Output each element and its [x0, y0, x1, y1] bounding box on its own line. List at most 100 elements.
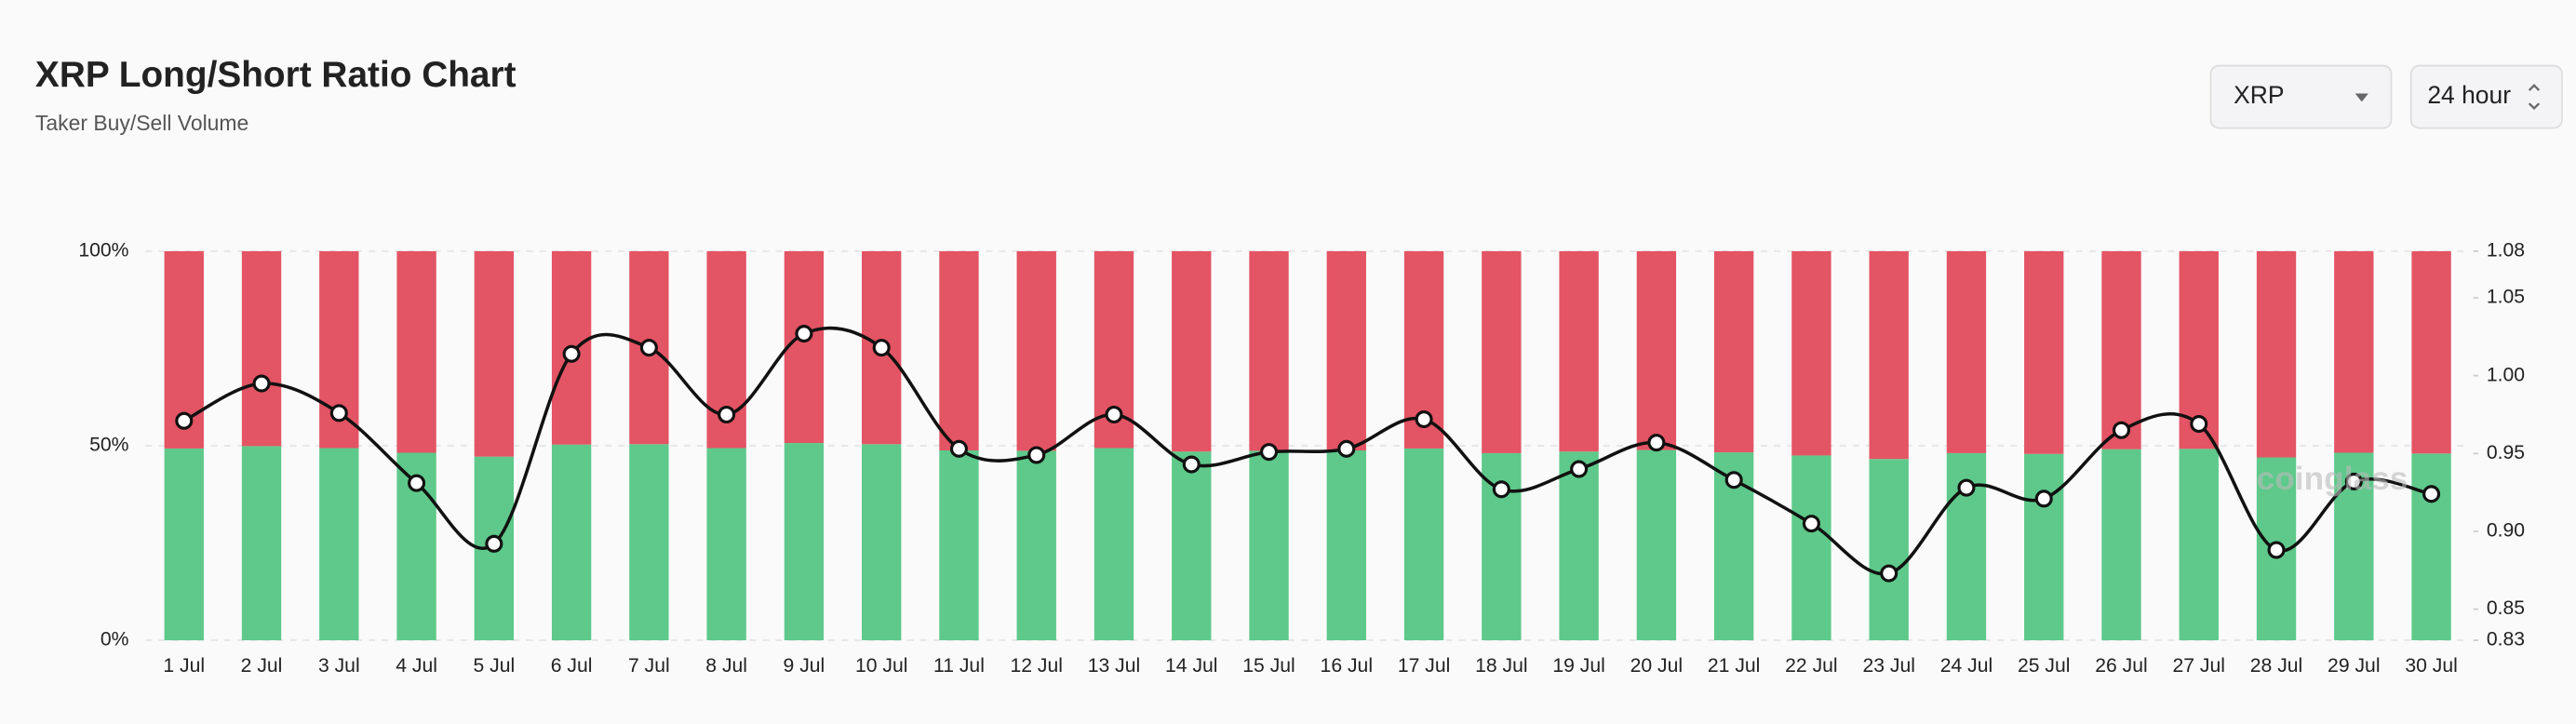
y2-tick-label: 1.08	[2487, 240, 2525, 261]
ratio-point	[485, 534, 503, 553]
bar-segment	[396, 250, 436, 453]
bar-segment	[1326, 449, 1366, 641]
x-tick-label: 26 Jul	[2095, 655, 2147, 677]
bar-segment	[1326, 250, 1366, 450]
bar-segment	[2101, 449, 2141, 641]
bar-segment	[474, 250, 515, 457]
x-tick-label: 21 Jul	[1708, 655, 1760, 677]
ratio-point	[1337, 439, 1356, 458]
select-label[interactable]: XRP	[2234, 81, 2284, 109]
bar-segment	[551, 444, 592, 641]
x-tick-label: 7 Jul	[628, 655, 670, 677]
bar-segment	[1016, 250, 1056, 451]
select-box[interactable]	[2409, 64, 2563, 129]
x-tick-label: 27 Jul	[2173, 655, 2225, 677]
y2-tick-label: 0.83	[2487, 629, 2525, 650]
bar-segment	[1869, 250, 1909, 460]
ratio-point	[2422, 485, 2441, 503]
x-tick-label: 23 Jul	[1862, 655, 1914, 677]
bar-segment	[939, 449, 979, 641]
bar-segment	[784, 250, 825, 444]
bar-segment	[319, 448, 359, 641]
ratio-point	[2190, 415, 2208, 434]
ratio-point	[1724, 471, 1743, 489]
select-label[interactable]: 24 hour	[2427, 81, 2511, 109]
y-tick-label: 50%	[89, 435, 129, 456]
interval-select[interactable]: 24 hour	[2409, 64, 2563, 129]
bar-segment	[1172, 451, 1212, 641]
bar-segment	[706, 448, 746, 641]
ratio-point	[562, 344, 581, 363]
x-tick-label: 16 Jul	[1321, 655, 1373, 677]
bar-segment	[629, 444, 669, 641]
x-tick-label: 9 Jul	[784, 655, 825, 677]
bar-segment	[1482, 250, 1522, 453]
bar-segment	[1559, 250, 1599, 452]
bar-segment	[164, 448, 204, 641]
ratio-point	[252, 374, 271, 393]
grid	[145, 250, 2471, 641]
ratio-point	[1105, 405, 1123, 424]
ratio-point	[1182, 455, 1201, 474]
ratio-point	[949, 439, 968, 458]
x-tick-label: 14 Jul	[1165, 655, 1217, 677]
chart-subtitle: Taker Buy/Sell Volume	[35, 111, 248, 135]
y2-tick-label: 0.85	[2487, 597, 2525, 619]
y2-tick-label: 0.90	[2487, 520, 2525, 542]
x-tick-label: 10 Jul	[855, 655, 907, 677]
y-tick-label: 0%	[101, 629, 129, 650]
x-tick-label: 13 Jul	[1088, 655, 1140, 677]
x-tick-label: 18 Jul	[1475, 655, 1527, 677]
ratio-point	[718, 405, 736, 424]
bar-segment	[1946, 250, 1987, 453]
bar-segment	[1791, 455, 1831, 641]
ratio-point	[639, 339, 658, 357]
ratio-point	[408, 474, 426, 492]
bar-segment	[1093, 448, 1134, 641]
x-tick-label: 12 Jul	[1010, 655, 1062, 677]
x-tick-label: 8 Jul	[705, 655, 747, 677]
bar-segment	[1869, 459, 1909, 641]
x-tick-label: 4 Jul	[396, 655, 437, 677]
bar-segment	[1791, 250, 1831, 456]
caret	[2355, 93, 2368, 102]
bar-segment	[1172, 250, 1212, 452]
y-tick-label: 100%	[78, 240, 128, 261]
x-tick-label: 19 Jul	[1552, 655, 1604, 677]
x-tick-label: 24 Jul	[1940, 655, 1992, 677]
ratio-point	[2112, 421, 2131, 439]
bar-segment	[939, 250, 979, 450]
select-box[interactable]	[2209, 64, 2393, 129]
x-tick-label: 20 Jul	[1630, 655, 1683, 677]
x-tick-label: 30 Jul	[2405, 655, 2457, 677]
ratio-point	[1415, 410, 1433, 429]
x-tick-label: 29 Jul	[2328, 655, 2380, 677]
x-tick-label: 5 Jul	[473, 655, 515, 677]
bar-segment	[1249, 250, 1289, 451]
bar-segment	[2179, 449, 2219, 641]
chevrons	[2528, 84, 2541, 111]
x-tick-label: 11 Jul	[933, 655, 985, 677]
bar-segment	[1559, 451, 1599, 641]
x-tick-label: 3 Jul	[318, 655, 360, 677]
ratio-point	[1880, 564, 1898, 583]
ratio-point	[1027, 446, 1046, 464]
ratio-point	[795, 325, 813, 343]
x-tick-label: 2 Jul	[241, 655, 283, 677]
ratio-point	[2344, 472, 2363, 490]
ratio-point	[1647, 434, 1666, 452]
bar-segment	[862, 444, 902, 641]
y2-tick-label: 1.00	[2487, 364, 2525, 385]
bar-segment	[1249, 450, 1289, 641]
bar-segment	[1636, 449, 1677, 641]
ratio-point	[2267, 541, 2286, 559]
y2-tick-label: 1.05	[2487, 287, 2525, 308]
bar-segment	[2411, 250, 2451, 454]
ratio-point	[1570, 460, 1589, 478]
bar-segment	[2024, 453, 2064, 641]
bar-segment	[1636, 250, 1677, 450]
watermark: coinglass	[2257, 461, 2408, 497]
bar-segment	[2334, 250, 2374, 453]
symbol-select[interactable]: XRP	[2209, 64, 2393, 129]
